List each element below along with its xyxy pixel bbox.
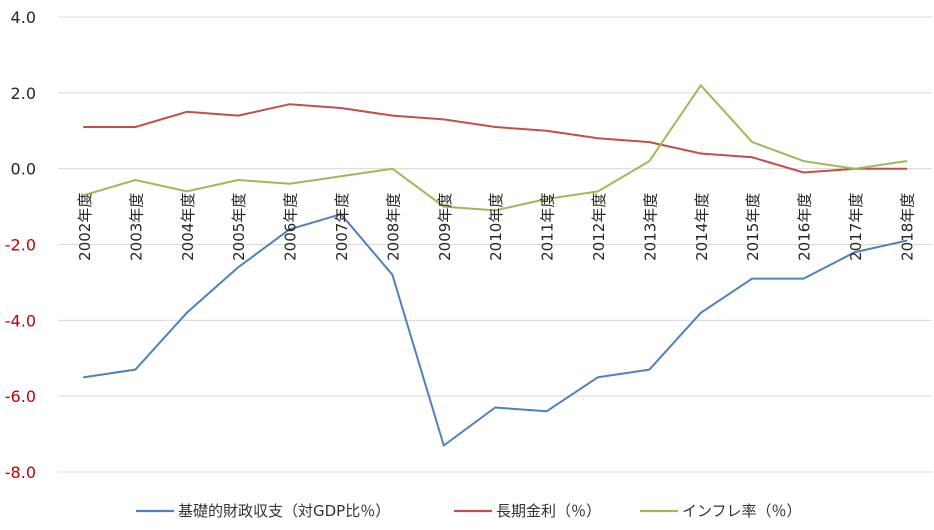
y-tick-label: 0.0	[11, 160, 36, 179]
x-tick-label: 2015年度	[744, 193, 762, 261]
y-tick-label: -4.0	[5, 311, 36, 330]
x-tick-label: 2012年度	[590, 193, 608, 261]
x-tick-label: 2009年度	[436, 193, 454, 261]
x-tick-label: 2017年度	[847, 193, 865, 261]
x-tick-label: 2005年度	[230, 193, 248, 261]
x-tick-label: 2008年度	[384, 193, 402, 261]
series-line-2	[83, 103, 908, 174]
y-tick-label: -2.0	[5, 236, 36, 255]
series-lines	[83, 84, 908, 447]
y-tick-label: -8.0	[5, 463, 36, 482]
series-line-3	[83, 84, 908, 212]
x-tick-label: 2003年度	[127, 193, 145, 261]
x-axis-tick-labels: 2002年度 2003年度 2004年度 2005年度 2006年度 2007年度 2008…	[76, 193, 916, 261]
x-tick-label: 2013年度	[641, 193, 659, 261]
x-tick-label: 2010年度	[487, 193, 505, 261]
y-axis-tick-labels: 4.0 2.0 0.0 -2.0 -4.0 -6.0 -8.0	[5, 8, 36, 482]
legend-label: インフレ率（％）	[682, 502, 802, 520]
x-tick-label: 2002年度	[76, 193, 94, 261]
gridlines	[58, 16, 932, 473]
x-tick-label: 2014年度	[693, 193, 711, 261]
legend: 基礎的財政収支（対GDP比％） 長期金利（％） インフレ率（％）	[136, 502, 802, 520]
legend-label: 基礎的財政収支（対GDP比％）	[178, 502, 390, 520]
x-tick-label: 2016年度	[796, 193, 814, 261]
y-tick-label: 4.0	[11, 8, 36, 27]
y-tick-label: -6.0	[5, 387, 36, 406]
legend-label: 長期金利（％）	[496, 502, 601, 520]
x-tick-label: 2004年度	[179, 193, 197, 261]
series-line-1	[83, 213, 908, 447]
x-tick-label: 2007年度	[333, 193, 351, 261]
x-tick-label: 2018年度	[898, 193, 916, 261]
x-tick-label: 2011年度	[539, 193, 557, 261]
x-tick-label: 2006年度	[282, 193, 300, 261]
y-tick-label: 2.0	[11, 84, 36, 103]
